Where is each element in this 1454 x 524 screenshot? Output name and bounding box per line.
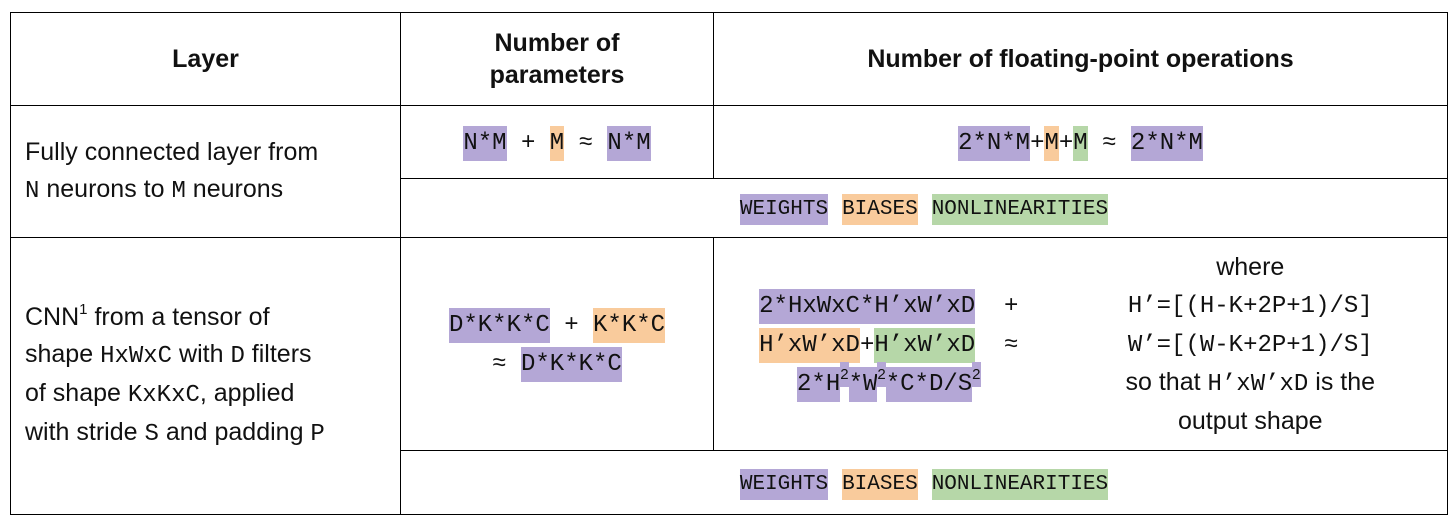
table-cell: Fully connected layer from N neurons to M…	[10, 105, 401, 238]
text-segment: S	[144, 421, 159, 448]
where-note: where H’=[(H-K+2P+1)/S] W’=[(W-K+2P+1)/S] s…	[1054, 249, 1447, 440]
table-cell: Number of floating-point operations	[713, 12, 1448, 106]
text-line: 2*HxWxC*H’xW’xD +	[759, 286, 1018, 325]
text-segment: 2	[877, 361, 886, 387]
text-segment: 2*N*M	[958, 125, 1031, 161]
text-line: with stride S and padding P	[25, 414, 325, 453]
text-segment: D	[230, 343, 245, 370]
text-line: of shape KxKxC, applied	[25, 375, 294, 414]
text-segment: output shape	[1177, 406, 1323, 435]
text-segment: with stride	[25, 418, 145, 446]
text-segment: so that	[1125, 367, 1208, 396]
table-cell: CNN1 from a tensor of shape HxWxC with D …	[10, 237, 401, 515]
text-segment: WEIGHTS	[739, 468, 829, 500]
text-line: Fully connected layer from	[25, 134, 318, 171]
text-segment: *W	[848, 366, 878, 402]
text-segment: BIASES	[842, 468, 918, 500]
text-segment: M	[549, 125, 565, 161]
table-cell: WEIGHTS BIASES NONLINEARITIES	[400, 450, 1448, 515]
header-text: Number of parameters	[489, 29, 625, 89]
table-cell: WEIGHTS BIASES NONLINEARITIES	[400, 178, 1448, 238]
text-line: H’xW’xD+H’xW’xD ≈	[759, 325, 1018, 364]
text-segment: +	[506, 129, 550, 157]
text-segment: M	[1073, 125, 1088, 161]
table-cell: D*K*K*C + K*K*C ≈ D*K*K*C	[400, 237, 714, 451]
text-segment: 1	[79, 301, 88, 318]
text-segment: filters	[244, 340, 312, 368]
text-segment: 2	[840, 361, 849, 387]
text-segment: P	[310, 421, 325, 448]
text-segment: with	[172, 340, 231, 368]
header-text: Number of floating-point operations	[867, 45, 1294, 73]
text-segment: neurons to	[39, 174, 172, 203]
text-segment: ≈	[975, 331, 1019, 359]
text-segment: N	[25, 177, 40, 205]
legend: WEIGHTS BIASES NONLINEARITIES	[733, 188, 1115, 228]
text-segment: M	[171, 177, 186, 205]
text-line: so that H’xW’xD is the	[1126, 364, 1376, 403]
text-segment: H’xW’xD	[1207, 370, 1309, 398]
text-segment: ≈	[492, 351, 521, 378]
text-line: ≈ D*K*K*C	[492, 344, 622, 383]
text-line: W’=[(W-K+2P+1)/S]	[1128, 325, 1373, 364]
text-segment: of shape	[25, 379, 128, 407]
text-segment: +	[549, 312, 594, 339]
text-line: H’=[(H-K+2P+1)/S]	[1128, 286, 1373, 325]
text-segment: WEIGHTS	[739, 194, 829, 225]
table-cell: 2*HxWxC*H’xW’xD + H’xW’xD+H’xW’xD ≈2*H2*W…	[713, 237, 1448, 451]
text-segment: HxWxC	[100, 343, 173, 370]
text-segment: K*K*C	[593, 308, 666, 343]
text-segment: NONLINEARITIES	[931, 194, 1109, 225]
text-segment: is the	[1308, 367, 1376, 396]
text-segment: 2*HxWxC*H’xW’xD	[759, 288, 976, 324]
text-segment: W’=[(W-K+2P+1)/S]	[1127, 331, 1373, 359]
table-cell: Number of parameters	[400, 12, 714, 106]
text-segment: BIASES	[842, 194, 918, 225]
text-segment: N*M	[607, 125, 651, 161]
text-segment: where	[1216, 252, 1285, 281]
text-line: 2*N*M+M+M ≈ 2*N*M	[958, 123, 1203, 162]
text-line: N neurons to M neurons	[25, 171, 283, 210]
text-segment: +	[859, 331, 875, 359]
text-segment: 2*N*M	[1130, 125, 1203, 161]
text-segment: H’=[(H-K+2P+1)/S]	[1127, 292, 1373, 320]
text-segment: from a tensor of	[87, 303, 270, 331]
text-segment: shape	[25, 340, 101, 368]
text-segment: CNN	[25, 303, 80, 331]
text-segment: , applied	[199, 379, 295, 407]
table-cell: N*M + M ≈ N*M	[400, 105, 714, 179]
text-segment: H’xW’xD	[759, 327, 860, 363]
text-line: CNN1 from a tensor of	[25, 299, 270, 336]
formula: 2*HxWxC*H’xW’xD + H’xW’xD+H’xW’xD ≈2*H2*W…	[724, 286, 1054, 403]
text-line: D*K*K*C + K*K*C	[448, 305, 666, 344]
text-line: output shape	[1178, 403, 1323, 440]
text-segment: 2	[972, 361, 981, 387]
text-line: N*M + M ≈ N*M	[463, 123, 651, 162]
text-segment: +	[1030, 129, 1045, 157]
text-segment: ≈	[1087, 129, 1131, 157]
text-line: where	[1216, 249, 1284, 286]
text-segment: NONLINEARITIES	[931, 468, 1109, 500]
text-segment: ≈	[564, 129, 608, 157]
text-segment: neurons	[185, 174, 284, 203]
legend: WEIGHTS BIASES NONLINEARITIES	[733, 463, 1115, 503]
text-segment: and padding	[158, 418, 311, 446]
table-cell: Layer	[10, 12, 401, 106]
text-segment: D*K*K*C	[520, 347, 622, 382]
header-text: Layer	[172, 45, 239, 73]
text-line: 2*H2*W2*C*D/S2	[797, 361, 981, 403]
text-segment: Fully connected layer from	[25, 137, 319, 166]
text-segment: KxKxC	[127, 382, 200, 409]
text-segment: 2*H	[797, 366, 841, 402]
table-cell: 2*N*M+M+M ≈ 2*N*M	[713, 105, 1448, 179]
text-segment: +	[1058, 129, 1074, 157]
text-segment: *C*D/S	[885, 366, 973, 402]
text-segment: +	[975, 292, 1019, 320]
text-line: shape HxWxC with D filters	[25, 336, 312, 375]
text-segment: H’xW’xD	[874, 327, 976, 363]
text-segment: N*M	[463, 125, 507, 161]
text-segment: D*K*K*C	[448, 308, 550, 343]
text-segment: M	[1044, 125, 1059, 161]
